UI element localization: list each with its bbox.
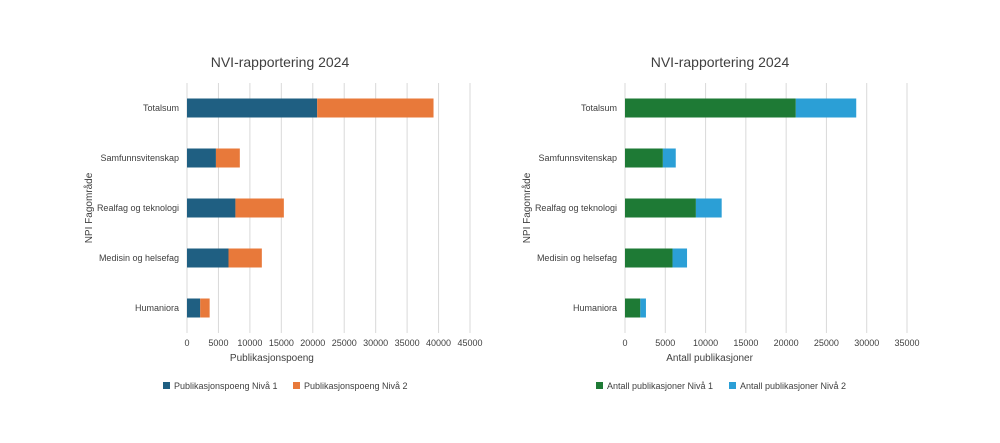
legend-swatch (729, 382, 736, 389)
y-axis-label: NPI Fagområde (521, 172, 533, 243)
bar-segment-level-1 (625, 98, 796, 118)
bar-segment-level-1 (625, 198, 696, 218)
legend-swatch (293, 382, 300, 389)
x-tick-label: 45000 (457, 338, 482, 348)
x-tick-label: 40000 (426, 338, 451, 348)
category-label: Samfunnsvitenskap (538, 153, 617, 163)
x-tick-label: 10000 (237, 338, 262, 348)
bar-segment-level-1 (187, 298, 201, 318)
x-tick-label: 5000 (208, 338, 228, 348)
legend-label: Antall publikasjoner Nivå 2 (740, 381, 846, 391)
bar-segment-level-2 (235, 198, 284, 218)
x-tick-label: 0 (184, 338, 189, 348)
bar-segment-level-2 (795, 98, 857, 118)
bar-segment-level-1 (187, 98, 318, 118)
category-label: Totalsum (581, 103, 617, 113)
bar-segment-level-2 (215, 148, 240, 168)
bar-segment-level-2 (317, 98, 434, 118)
bar-segment-level-2 (662, 148, 676, 168)
bar-segment-level-1 (625, 148, 663, 168)
category-label: Medisin og helsefag (99, 253, 179, 263)
bar-segment-level-1 (625, 298, 641, 318)
x-tick-label: 15000 (733, 338, 758, 348)
category-label: Humaniora (573, 303, 617, 313)
legend-swatch (163, 382, 170, 389)
category-label: Realfag og teknologi (535, 203, 617, 213)
x-tick-label: 0 (622, 338, 627, 348)
x-tick-label: 15000 (269, 338, 294, 348)
category-label: Medisin og helsefag (537, 253, 617, 263)
legend-label: Antall publikasjoner Nivå 1 (607, 381, 713, 391)
category-label: Totalsum (143, 103, 179, 113)
bar-segment-level-2 (228, 248, 262, 268)
x-tick-label: 25000 (332, 338, 357, 348)
chart-title: NVI-rapportering 2024 (211, 54, 350, 70)
category-label: Realfag og teknologi (97, 203, 179, 213)
bar-segment-level-2 (672, 248, 688, 268)
x-axis-label: Publikasjonspoeng (230, 353, 314, 364)
x-tick-label: 30000 (854, 338, 879, 348)
chart-antall-publikasjoner: NVI-rapportering 2024 0 5000 10000 15000 2000… (521, 54, 920, 391)
category-label: Humaniora (135, 303, 179, 313)
x-tick-label: 10000 (693, 338, 718, 348)
category-label: Samfunnsvitenskap (100, 153, 179, 163)
x-axis-label: Antall publikasjoner (666, 353, 753, 364)
y-axis-label: NPI Fagområde (83, 172, 95, 243)
bar-segment-level-1 (187, 198, 236, 218)
legend-label: Publikasjonspoeng Nivå 2 (304, 381, 408, 391)
bar-segment-level-1 (187, 148, 216, 168)
bar-segment-level-1 (187, 248, 229, 268)
x-tick-label: 25000 (814, 338, 839, 348)
x-tick-label: 5000 (655, 338, 675, 348)
x-tick-label: 35000 (395, 338, 420, 348)
legend-label: Publikasjonspoeng Nivå 1 (174, 381, 278, 391)
legend-swatch (596, 382, 603, 389)
x-tick-label: 20000 (774, 338, 799, 348)
x-tick-label: 20000 (300, 338, 325, 348)
chart-publikasjonspoeng: NVI-rapportering 2024 0 5000 10000 15000 2000… (83, 54, 483, 391)
bar-segment-level-2 (200, 298, 210, 318)
x-tick-label: 30000 (363, 338, 388, 348)
x-tick-label: 35000 (894, 338, 919, 348)
chart-title: NVI-rapportering 2024 (651, 54, 790, 70)
bar-segment-level-2 (695, 198, 722, 218)
bar-segment-level-2 (640, 298, 646, 318)
bar-segment-level-1 (625, 248, 673, 268)
